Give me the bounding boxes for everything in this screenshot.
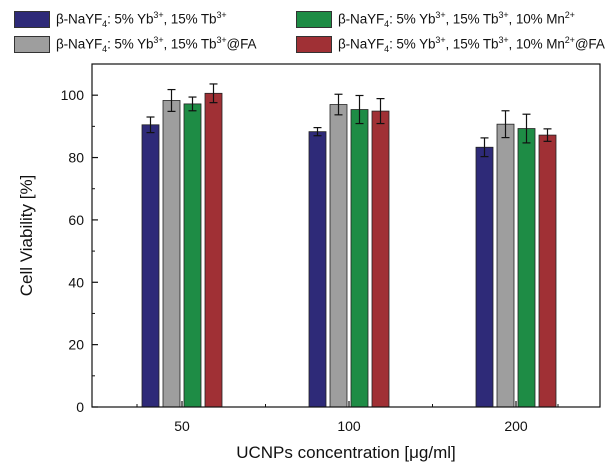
y-tick-label-100: 100 xyxy=(61,87,85,103)
chart-marks xyxy=(141,83,557,408)
error-bar-s1-100 xyxy=(313,127,322,137)
y-tick-label-40: 40 xyxy=(68,274,84,290)
error-bar-s1-50 xyxy=(146,116,155,134)
plot-frame xyxy=(91,63,601,408)
bar-s1-100 xyxy=(308,131,327,408)
bar-s2-50 xyxy=(162,100,181,408)
y-tick-label-0: 0 xyxy=(76,399,84,415)
error-bar-s2-100 xyxy=(334,93,343,116)
bar-s4-100 xyxy=(371,110,390,408)
error-bar-s3-50 xyxy=(188,96,197,112)
legend-label-series-2: β-NaYF4: 5% Yb3+, 15% Tb3+@FA xyxy=(56,35,257,55)
legend-swatch-series-2 xyxy=(14,36,50,54)
legend-item-series-3: β-NaYF4: 5% Yb3+, 15% Tb3+, 10% Mn2+ xyxy=(296,10,575,29)
error-bar-s3-200 xyxy=(522,113,531,144)
bar-s3-50 xyxy=(183,103,202,408)
legend-swatch-series-3 xyxy=(296,11,332,29)
bar-s3-100 xyxy=(350,109,369,408)
error-bar-s4-200 xyxy=(543,128,552,142)
y-tick-label-20: 20 xyxy=(68,337,84,353)
legend-item-series-1: β-NaYF4: 5% Yb3+, 15% Tb3+ xyxy=(14,10,227,29)
y-axis-title: Cell Viability [%] xyxy=(17,175,36,297)
legend-item-series-2: β-NaYF4: 5% Yb3+, 15% Tb3+@FA xyxy=(14,35,257,55)
x-tick-label-200: 200 xyxy=(504,418,528,434)
bar-s1-200 xyxy=(475,146,494,408)
y-tick-label-80: 80 xyxy=(68,150,84,166)
error-bar-s4-50 xyxy=(209,83,218,104)
x-tick-label-50: 50 xyxy=(174,418,190,434)
legend-swatch-series-1 xyxy=(14,11,50,29)
legend-label-series-4: β-NaYF4: 5% Yb3+, 15% Tb3+, 10% Mn2+@FA xyxy=(338,35,605,55)
chart-axes: 0 20 40 60 80 100 50 100 200 xyxy=(61,87,559,434)
bar-s4-50 xyxy=(204,92,223,408)
error-bar-s1-200 xyxy=(480,137,489,158)
bar-s1-50 xyxy=(141,124,160,408)
x-axis-title: UCNPs concentration [μg/ml] xyxy=(236,443,456,462)
error-bar-s4-100 xyxy=(376,98,385,125)
y-tick-label-60: 60 xyxy=(68,212,84,228)
legend: β-NaYF4: 5% Yb3+, 15% Tb3+ β-NaYF4: 5% Y… xyxy=(0,0,614,60)
legend-label-series-3: β-NaYF4: 5% Yb3+, 15% Tb3+, 10% Mn2+ xyxy=(338,10,575,30)
legend-item-series-4: β-NaYF4: 5% Yb3+, 15% Tb3+, 10% Mn2+@FA xyxy=(296,35,605,54)
error-bar-s2-200 xyxy=(501,110,510,139)
bar-s2-100 xyxy=(329,104,348,408)
x-tick-label-100: 100 xyxy=(337,418,361,434)
legend-swatch-series-4 xyxy=(296,36,332,54)
bar-s4-200 xyxy=(538,134,557,408)
bar-s2-200 xyxy=(496,123,515,408)
bar-s3-200 xyxy=(517,128,536,408)
legend-label-series-1: β-NaYF4: 5% Yb3+, 15% Tb3+ xyxy=(56,10,227,30)
error-bar-s2-50 xyxy=(167,88,176,112)
error-bar-s3-100 xyxy=(355,94,364,125)
